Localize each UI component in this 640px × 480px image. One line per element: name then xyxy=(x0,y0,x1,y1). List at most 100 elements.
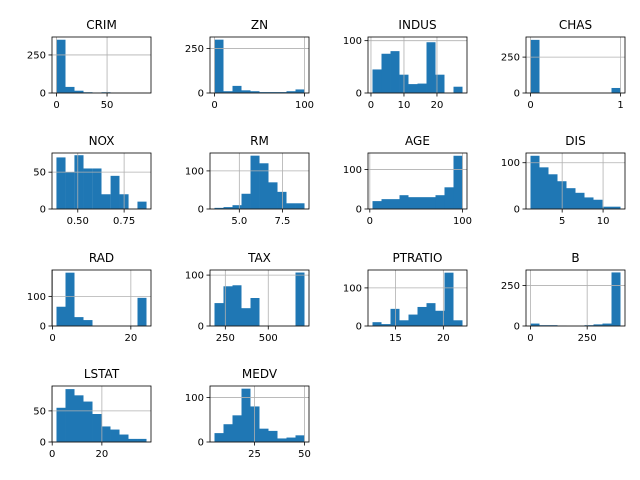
subplot-title: RAD xyxy=(89,251,114,265)
bar xyxy=(372,322,382,326)
axes-frame xyxy=(209,269,310,327)
x-tick-label: 0 xyxy=(367,216,373,227)
bar xyxy=(268,430,278,442)
bar xyxy=(444,187,454,209)
bar xyxy=(611,272,621,326)
subplot-title: MEDV xyxy=(242,367,278,381)
axes-bg xyxy=(526,270,625,326)
bar xyxy=(232,85,242,93)
bar xyxy=(584,197,594,209)
bar xyxy=(539,325,549,326)
bar xyxy=(548,325,558,326)
bar xyxy=(444,272,454,326)
bar xyxy=(101,426,111,442)
bar xyxy=(250,155,260,209)
x-tick-label: 5.0 xyxy=(231,216,247,227)
bar xyxy=(408,314,418,326)
axes-bg xyxy=(52,37,151,93)
y-tick-label: 250 xyxy=(501,53,520,64)
bar xyxy=(250,298,260,326)
bar xyxy=(223,286,233,326)
bar xyxy=(530,39,540,93)
bar xyxy=(214,39,224,93)
bar xyxy=(92,414,102,442)
x-tick-label: 0 xyxy=(49,449,55,460)
bar xyxy=(539,167,549,209)
bar xyxy=(390,199,400,209)
bar xyxy=(223,424,233,442)
bar xyxy=(611,87,621,93)
axes-frame xyxy=(209,152,310,210)
x-tick-label: 10 xyxy=(398,100,411,111)
bar xyxy=(65,172,75,209)
bar xyxy=(295,203,305,209)
bar xyxy=(453,320,463,326)
y-tick-label: 100 xyxy=(27,292,46,303)
x-tick-label: 20 xyxy=(431,100,444,111)
y-tick-label: 100 xyxy=(185,271,204,282)
y-tick-label: 0 xyxy=(40,438,46,449)
bar xyxy=(83,401,93,442)
axes-frame xyxy=(525,152,626,210)
bar xyxy=(259,92,269,93)
bar xyxy=(65,389,75,442)
bar xyxy=(110,429,120,442)
x-tick-label: 250 xyxy=(216,333,235,344)
y-tick-label: 0 xyxy=(198,322,204,333)
subplot-title: LSTAT xyxy=(84,367,120,381)
bar xyxy=(426,42,436,93)
x-tick-label: 10 xyxy=(597,216,610,227)
bar xyxy=(390,51,400,93)
bar xyxy=(602,323,612,326)
axes-frame xyxy=(209,385,310,443)
axes-frame xyxy=(525,269,626,327)
y-tick-label: 250 xyxy=(501,281,520,292)
bar xyxy=(408,84,418,93)
bar xyxy=(390,308,400,326)
bar xyxy=(602,206,612,209)
x-tick-label: 0 xyxy=(527,100,533,111)
bar xyxy=(286,437,296,442)
subplot-title: DIS xyxy=(565,134,585,148)
bar xyxy=(65,272,75,326)
bar xyxy=(277,191,287,209)
x-tick-label: 0 xyxy=(368,100,374,111)
y-tick-label: 0 xyxy=(356,322,362,333)
bar xyxy=(417,306,427,326)
axes-bg xyxy=(526,37,625,93)
bar xyxy=(65,86,75,93)
bar xyxy=(92,168,102,209)
bar xyxy=(417,197,427,209)
x-tick-label: 7.5 xyxy=(274,216,290,227)
y-tick-label: 50 xyxy=(33,168,46,179)
y-tick-label: 0 xyxy=(198,438,204,449)
subplot-title: CHAS xyxy=(559,18,592,32)
bar xyxy=(575,192,585,209)
axes-frame xyxy=(51,385,152,443)
subplot-title: RM xyxy=(250,134,269,148)
bar xyxy=(268,92,278,93)
bar xyxy=(83,168,93,209)
axes-frame xyxy=(525,36,626,94)
bar xyxy=(295,89,305,93)
bar xyxy=(435,74,445,93)
x-tick-label: 50 xyxy=(298,449,311,460)
bar xyxy=(259,428,269,442)
bar xyxy=(426,197,436,209)
bar xyxy=(399,320,409,326)
y-tick-label: 100 xyxy=(185,166,204,177)
x-tick-label: 20 xyxy=(124,333,137,344)
x-tick-label: 0 xyxy=(527,333,533,344)
bar xyxy=(259,163,269,209)
subplot-title: ZN xyxy=(251,18,268,32)
bar xyxy=(268,182,278,209)
x-tick-label: 5 xyxy=(559,216,565,227)
subplot-title: TAX xyxy=(247,251,271,265)
x-tick-label: 20 xyxy=(96,449,109,460)
bar xyxy=(119,434,129,442)
bar xyxy=(381,324,391,326)
y-tick-label: 100 xyxy=(343,165,362,176)
bar xyxy=(74,90,84,93)
bar xyxy=(286,91,296,93)
